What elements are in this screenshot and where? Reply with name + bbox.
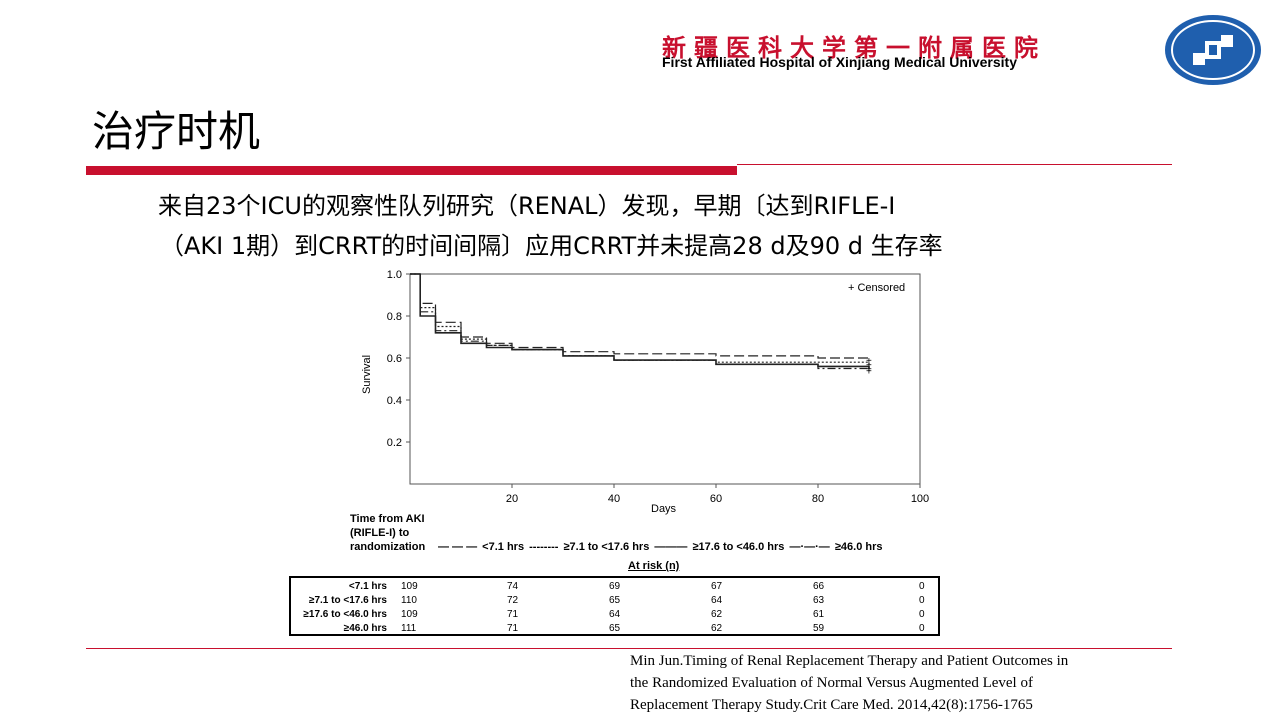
table-cell: 65 <box>609 623 621 634</box>
body-text-line-1: 来自23个ICU的观察性队列研究（RENAL）发现，早期〔达到RIFLE-I <box>158 192 896 220</box>
y-tick-label: 0.6 <box>387 353 402 365</box>
table-row: ≥46.0 hrs 111 71 65 62 59 0 <box>291 623 938 637</box>
y-axis-label: Survival <box>361 355 373 394</box>
table-cell: 71 <box>507 609 519 620</box>
series-line-1 <box>410 273 870 361</box>
legend-title: Time from AKI (RIFLE-I) to randomization <box>350 513 426 553</box>
citation-line-3: Replacement Therapy Study.Crit Care Med.… <box>630 697 1033 713</box>
table-cell: 74 <box>507 581 519 592</box>
title-underline-thick <box>86 166 737 175</box>
body-text-line-2: （AKI 1期）到CRRT的时间间隔〕应用CRRT并未提高28 d及90 d 生… <box>160 232 943 260</box>
table-cell: 109 <box>401 581 418 592</box>
at-risk-title: At risk (n) <box>628 560 680 572</box>
table-cell: 69 <box>609 581 621 592</box>
legend-line-sample: —·—·— <box>789 541 833 553</box>
y-tick-label: 1.0 <box>387 269 402 281</box>
citation: Min Jun.Timing of Renal Replacement Ther… <box>630 650 1068 716</box>
censor-mark: + <box>866 365 872 376</box>
x-tick-label: 60 <box>710 493 722 505</box>
x-tick-label: 100 <box>911 493 929 505</box>
plot-frame <box>409 273 921 485</box>
table-cell: 65 <box>609 595 621 606</box>
y-tick-label: 0.2 <box>387 437 402 449</box>
censor-mark: + <box>866 367 872 378</box>
table-cell: 63 <box>813 595 825 606</box>
legend-entry-label: ≥46.0 hrs <box>834 541 883 553</box>
table-cell: 67 <box>711 581 723 592</box>
legend-entry-label: ≥7.1 to <17.6 hrs <box>563 541 653 553</box>
table-cell: 62 <box>711 623 723 634</box>
series-line-4 <box>410 273 870 371</box>
row-label: ≥17.6 to <46.0 hrs <box>303 609 387 620</box>
hospital-name-en: First Affiliated Hospital of Xinjiang Me… <box>662 54 1017 70</box>
legend-line-sample: — — — <box>438 541 481 553</box>
series-line-2 <box>410 273 870 365</box>
title-underline-thin <box>737 164 1172 165</box>
x-tick-label: 80 <box>812 493 824 505</box>
legend-entry-label: <7.1 hrs <box>482 541 528 553</box>
survival-chart: 0.20.40.60.81.0 20 40 60 80 100 ++++ + Censo… <box>361 269 929 515</box>
table-cell: 62 <box>711 609 723 620</box>
table-cell: 109 <box>401 609 418 620</box>
legend-items: — — — <7.1 hrs -------- ≥7.1 to <17.6 hr… <box>438 541 884 553</box>
table-cell: 0 <box>919 609 925 620</box>
footer-divider <box>86 648 1172 649</box>
table-cell: 61 <box>813 609 825 620</box>
x-axis-label: Days <box>651 503 677 515</box>
hospital-name-cn: 新疆医科大学第一附属医院 <box>662 33 1046 62</box>
censor-mark: + <box>866 356 872 367</box>
citation-line-1: Min Jun.Timing of Renal Replacement Ther… <box>630 653 1069 669</box>
y-tick-label: 0.8 <box>387 311 402 323</box>
table-cell: 71 <box>507 623 519 634</box>
table-cell: 59 <box>813 623 825 634</box>
censored-annotation: + Censored <box>848 282 905 294</box>
legend-line-sample: ——— <box>654 541 691 553</box>
table-cell: 110 <box>401 595 417 606</box>
citation-line-2: the Randomized Evaluation of Normal Vers… <box>630 675 1033 691</box>
table-cell: 0 <box>919 595 925 606</box>
legend-entry-label: ≥17.6 to <46.0 hrs <box>692 541 788 553</box>
table-row: <7.1 hrs 109 74 69 67 66 0 <box>291 581 938 595</box>
table-cell: 111 <box>401 623 417 634</box>
table-cell: 0 <box>919 581 925 592</box>
table-cell: 64 <box>609 609 621 620</box>
row-label: ≥7.1 to <17.6 hrs <box>308 595 387 606</box>
x-tick-label: 40 <box>608 493 620 505</box>
table-cell: 72 <box>507 595 519 606</box>
table-cell: 64 <box>711 595 723 606</box>
row-label: ≥46.0 hrs <box>343 623 387 634</box>
table-cell: 66 <box>813 581 825 592</box>
legend-line-sample: -------- <box>529 541 562 553</box>
table-row: ≥17.6 to <46.0 hrs 109 71 64 62 61 0 <box>291 609 938 623</box>
y-tick-label: 0.4 <box>387 395 402 407</box>
table-row: ≥7.1 to <17.6 hrs 110 72 65 64 63 0 <box>291 595 938 609</box>
slide-title: 治疗时机 <box>92 107 261 156</box>
hospital-logo-icon <box>1165 15 1261 85</box>
chart-legend: Time from AKI (RIFLE-I) to randomization… <box>350 512 970 572</box>
table-cell: 0 <box>919 623 925 634</box>
row-label: <7.1 hrs <box>348 581 387 592</box>
x-tick-label: 20 <box>506 493 518 505</box>
at-risk-table: <7.1 hrs 109 74 69 67 66 0 ≥7.1 to <17.6 hrs 110… <box>289 576 940 636</box>
